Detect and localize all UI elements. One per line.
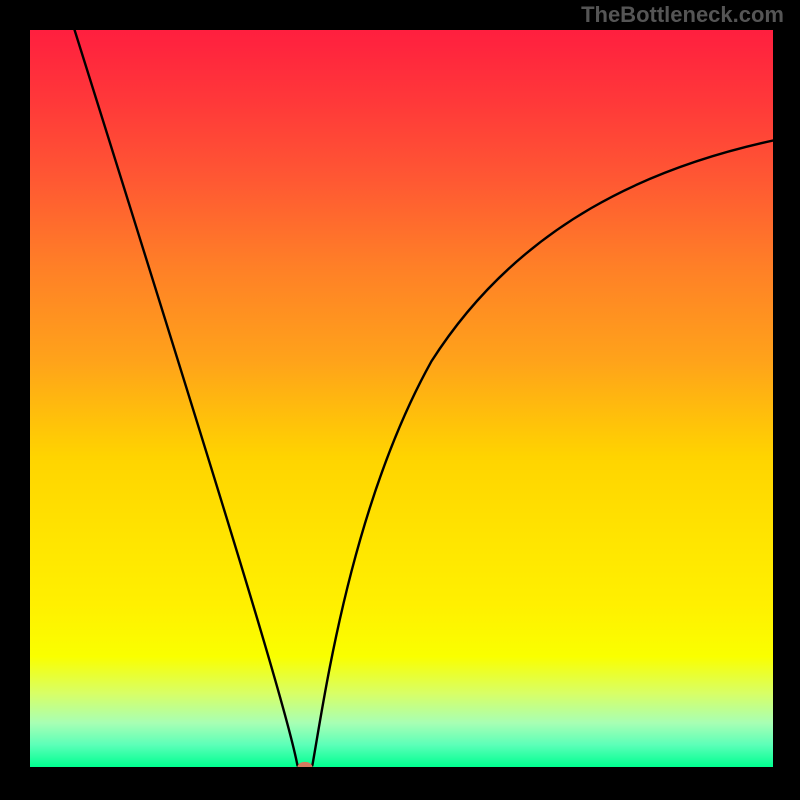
stage: TheBottleneck.com	[0, 0, 800, 800]
plot-area	[30, 30, 773, 767]
gradient-background	[30, 30, 773, 767]
chart-svg	[30, 30, 773, 767]
watermark-text: TheBottleneck.com	[581, 2, 784, 28]
